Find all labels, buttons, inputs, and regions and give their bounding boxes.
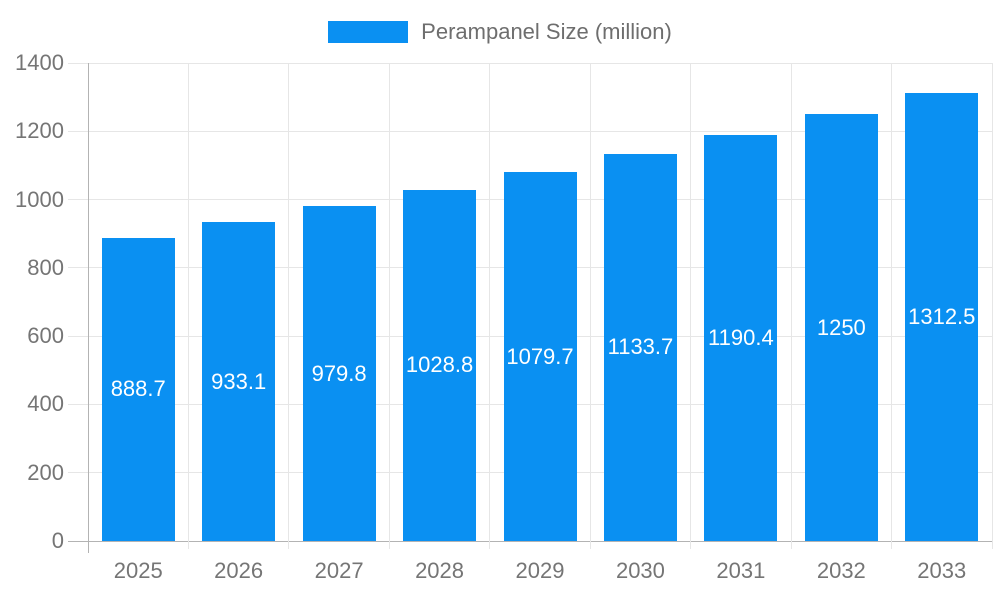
x-axis-baseline — [68, 540, 992, 542]
bar[interactable] — [704, 134, 778, 541]
bar-value-label: 1250 — [816, 314, 866, 340]
gridline-v — [991, 63, 993, 549]
x-tick-label: 2033 — [917, 558, 967, 583]
bar-value-label: 979.8 — [311, 360, 367, 386]
gridline-v — [690, 63, 692, 549]
bar-value-label: 1028.8 — [405, 352, 474, 378]
bar[interactable] — [603, 153, 677, 541]
bar[interactable] — [503, 172, 577, 541]
gridline-v — [288, 63, 290, 549]
x-tick-label: 2031 — [716, 558, 766, 583]
gridline-h — [68, 130, 992, 132]
y-axis-line — [87, 63, 89, 553]
bar-value-label: 1190.4 — [708, 324, 774, 350]
gridline-v — [790, 63, 792, 549]
x-tick-label: 2028 — [415, 558, 465, 583]
y-tick-label: 1200 — [15, 118, 64, 144]
x-tick-label: 2029 — [515, 558, 565, 583]
bar-value-label: 1079.7 — [506, 343, 574, 369]
bar-value-label: 1312.5 — [908, 303, 976, 329]
x-tick-label: 2032 — [816, 558, 866, 583]
y-tick-label: 800 — [27, 254, 64, 280]
x-tick-label: 2026 — [214, 558, 264, 583]
x-tick-label: 2027 — [314, 558, 364, 583]
x-tick-label: 2025 — [113, 558, 163, 583]
bar[interactable] — [302, 206, 376, 541]
gridline-v — [589, 63, 591, 549]
legend-swatch — [328, 21, 409, 43]
gridline-v — [489, 63, 491, 549]
y-tick-label: 400 — [27, 391, 64, 417]
gridline-h — [68, 62, 992, 64]
y-tick-label: 200 — [27, 459, 64, 485]
bar-value-label: 888.7 — [110, 376, 166, 402]
bar[interactable] — [403, 189, 477, 541]
y-tick-label: 1400 — [15, 50, 64, 75]
gridline-v — [187, 63, 189, 549]
y-tick-label: 0 — [51, 528, 64, 553]
bar-value-label: 1133.7 — [607, 334, 674, 360]
y-tick-label: 1000 — [15, 186, 64, 212]
bar[interactable] — [804, 114, 878, 541]
gridline-v — [388, 63, 390, 549]
legend-label: Perampanel Size (million) — [421, 19, 672, 44]
y-tick-label: 600 — [27, 323, 64, 349]
bar-value-label: 933.1 — [211, 368, 267, 394]
gridline-v — [891, 63, 893, 549]
bar[interactable] — [101, 237, 175, 541]
legend: Perampanel Size (million) — [0, 21, 1000, 43]
bar[interactable] — [202, 222, 276, 541]
x-tick-label: 2030 — [615, 558, 665, 583]
bar[interactable] — [905, 92, 979, 541]
